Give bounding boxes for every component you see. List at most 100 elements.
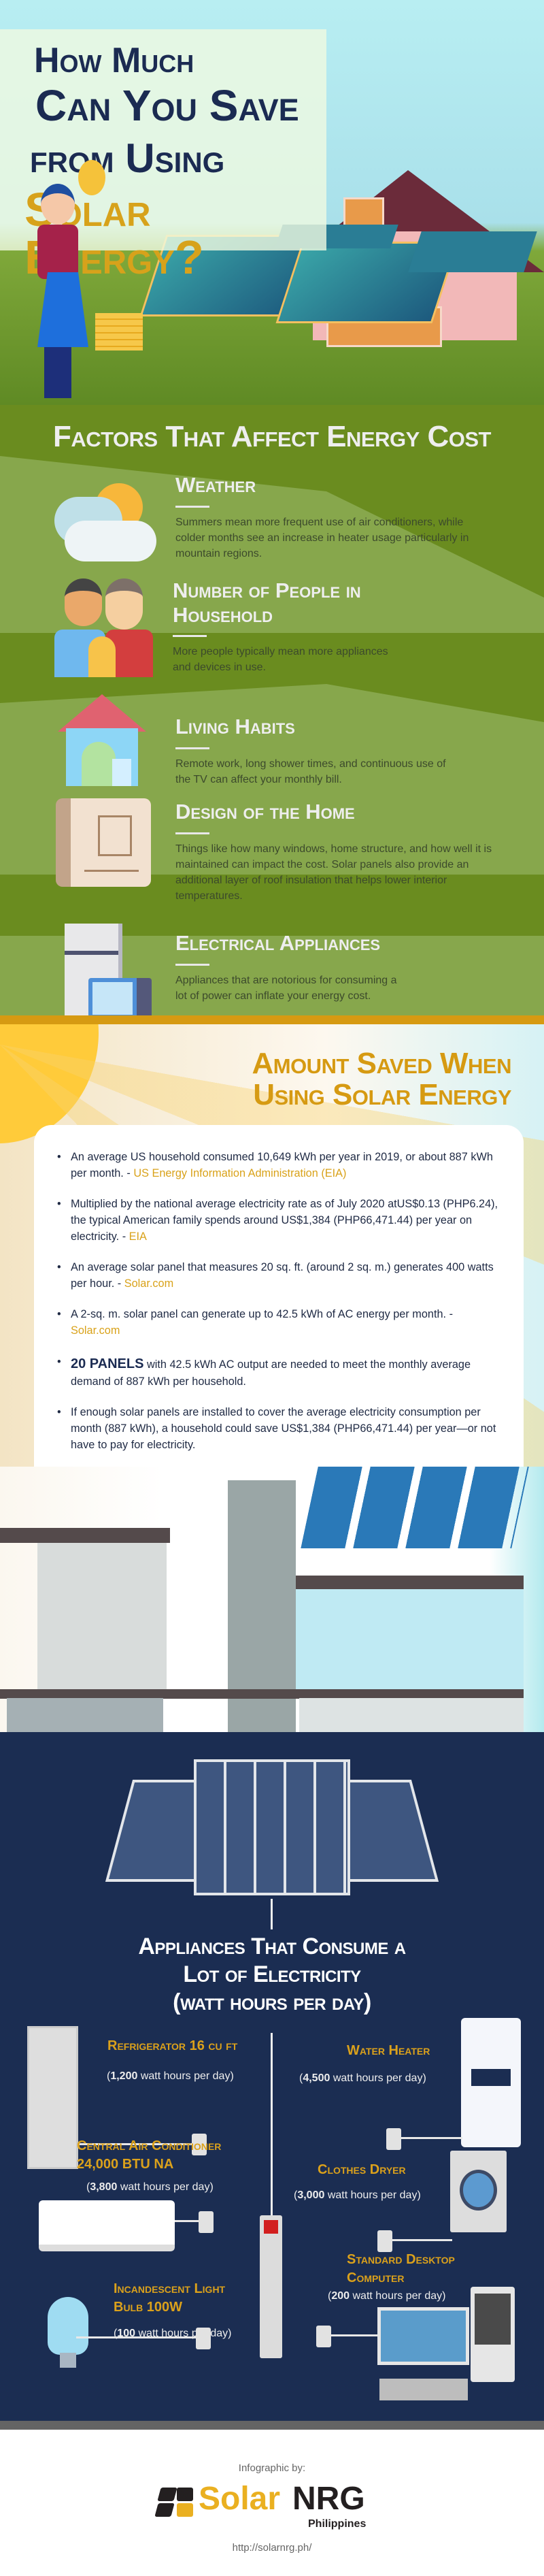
appliances-icon — [65, 924, 153, 1019]
list-item: Multiplied by the national average elect… — [57, 1196, 503, 1245]
factors-section: Factors That Affect Energy Cost Weather … — [0, 405, 544, 1024]
appliances-title-line-1: Appliances That Consume a — [138, 1934, 406, 1959]
logo-nrg: NRG — [292, 2481, 365, 2517]
rooftop-solar-panels — [301, 1467, 529, 1548]
factor-weather: Weather Summers mean more frequent use o… — [175, 473, 481, 561]
plug-icon — [316, 2326, 331, 2347]
bullet-text: Multiplied by the national average elect… — [71, 1198, 498, 1243]
factor-text: Remote work, long shower times, and cont… — [175, 757, 446, 785]
title-line-2: Can You Save — [35, 81, 299, 130]
bullet-text: with 42.5 kWh AC output are needed to me… — [71, 1358, 471, 1388]
list-item: A 2-sq. m. solar panel can generate up t… — [57, 1307, 503, 1339]
watt-value: 4,500 — [303, 2072, 330, 2084]
bullet-text: An average solar panel that measures 20 … — [71, 1261, 494, 1290]
savings-section: Amount Saved When Using Solar Energy An … — [0, 1024, 544, 1467]
list-item: An average solar panel that measures 20 … — [57, 1260, 503, 1292]
logo-country: Philippines — [308, 2518, 367, 2530]
house-cross-section-illustration — [0, 1467, 544, 1841]
appliances-title-line-2: Lot of Electricity — [183, 1961, 361, 1987]
unit-label: watt hours per day — [120, 2181, 210, 2193]
unit-label: watt hours per day — [140, 2070, 231, 2082]
unit-label: watt hours per day — [333, 2072, 423, 2084]
source-link[interactable]: Solar.com — [124, 1277, 174, 1290]
credit-label: Infographic by: — [238, 2462, 306, 2474]
divider — [175, 963, 209, 966]
source-link[interactable]: EIA — [129, 1230, 147, 1243]
appliances-title: Appliances That Consume a Lot of Electri… — [0, 1933, 544, 2016]
desktop-computer-icon — [377, 2307, 469, 2365]
unit-label: watt hours per day — [327, 2189, 418, 2201]
plug-icon — [196, 2328, 211, 2349]
appliance-value: (3,000 watt hours per day) — [294, 2189, 421, 2201]
factor-text: Summers mean more frequent use of air co… — [175, 516, 469, 560]
appliances-title-line-3: (watt hours per day) — [173, 1989, 371, 2015]
power-strip-icon — [260, 2215, 282, 2358]
appliance-label: Water Heater — [347, 2043, 430, 2058]
appliance-label: Clothes Dryer — [318, 2162, 406, 2177]
watt-value: 3,000 — [297, 2189, 325, 2201]
panel-count: 20 PANELS — [71, 1356, 144, 1371]
cord — [78, 2143, 194, 2145]
watt-value: 200 — [331, 2290, 350, 2302]
coin-icon — [78, 160, 105, 195]
factor-heading: Living Habits — [175, 715, 295, 738]
bullet-text: A 2-sq. m. solar panel can generate up t… — [71, 1308, 454, 1321]
logo-solar: Solar — [199, 2481, 281, 2517]
divider-band — [0, 1015, 544, 1024]
logo-mark-icon — [157, 2488, 177, 2501]
unit-label: watt hours per day — [352, 2290, 443, 2302]
appliance-value: (3,800 watt hours per day) — [86, 2181, 214, 2193]
blueprint-icon — [56, 798, 151, 887]
factor-living-habits: Living Habits Remote work, long shower t… — [175, 715, 481, 787]
watt-value: 100 — [117, 2328, 136, 2339]
factor-people: Number of People in Household More peopl… — [173, 578, 479, 676]
factor-text: More people typically mean more applianc… — [173, 646, 388, 674]
bullet-text: An average US household consumed 10,649 … — [71, 1151, 493, 1179]
factor-text: Appliances that are notorious for consum… — [175, 974, 397, 1002]
watt-value: 3,800 — [90, 2181, 118, 2193]
appliance-value: (200 watt hours per day) — [328, 2290, 446, 2302]
source-link[interactable]: Solar.com — [71, 1324, 120, 1337]
water-heater-icon — [461, 2018, 521, 2147]
computer-tower-icon — [471, 2287, 515, 2382]
appliance-label: Standard Desktop Computer — [347, 2252, 455, 2285]
appliance-label: Incandescent Light Bulb 100W — [114, 2281, 226, 2315]
savings-title: Amount Saved When Using Solar Energy — [252, 1047, 511, 1112]
appliance-label: Refrigerator 16 cu ft — [107, 2038, 238, 2053]
cord — [330, 2334, 379, 2336]
appliance-value: (4,500 watt hours per day) — [299, 2072, 426, 2084]
divider — [173, 635, 207, 638]
list-item: An average US household consumed 10,649 … — [57, 1150, 503, 1181]
divider — [175, 832, 209, 834]
factor-heading: Weather — [175, 473, 256, 497]
factor-design: Design of the Home Things like how many … — [175, 800, 502, 904]
savings-list: An average US household consumed 10,649 … — [34, 1125, 524, 1453]
bullet-text: If enough solar panels are installed to … — [71, 1406, 496, 1451]
coin-stack-icon — [95, 313, 143, 350]
website-link[interactable]: http://solarnrg.ph/ — [232, 2542, 312, 2554]
factor-heading: Design of the Home — [175, 800, 355, 824]
divider — [175, 747, 209, 749]
hero-section: How Much Can You Save from Using Solar E… — [0, 0, 544, 405]
appliance-label: Central Air Conditioner 24,000 BTU NA — [77, 2138, 222, 2172]
cord — [398, 2137, 462, 2139]
factor-text: Things like how many windows, home struc… — [175, 843, 492, 902]
factor-electrical-appliances: Electrical Appliances Appliances that ar… — [175, 931, 481, 1004]
list-item: If enough solar panels are installed to … — [57, 1405, 503, 1453]
savings-title-line-1: Amount Saved When — [252, 1047, 511, 1080]
family-icon — [54, 578, 156, 677]
factor-heading: Number of People in Household — [173, 578, 361, 627]
air-conditioner-icon — [39, 2200, 175, 2251]
woman-illustration — [24, 184, 99, 402]
keyboard-icon — [379, 2379, 468, 2400]
weather-icon — [54, 470, 163, 561]
clothes-dryer-icon — [450, 2151, 507, 2232]
savings-title-line-2: Using Solar Energy — [253, 1078, 511, 1112]
watt-value: 1,200 — [110, 2070, 138, 2082]
refrigerator-icon — [27, 2026, 78, 2169]
divider — [175, 505, 209, 508]
cord — [175, 2220, 202, 2222]
plug-icon — [199, 2211, 214, 2233]
source-link[interactable]: US Energy Information Administration (EI… — [133, 1167, 347, 1179]
factor-heading: Electrical Appliances — [175, 931, 381, 955]
